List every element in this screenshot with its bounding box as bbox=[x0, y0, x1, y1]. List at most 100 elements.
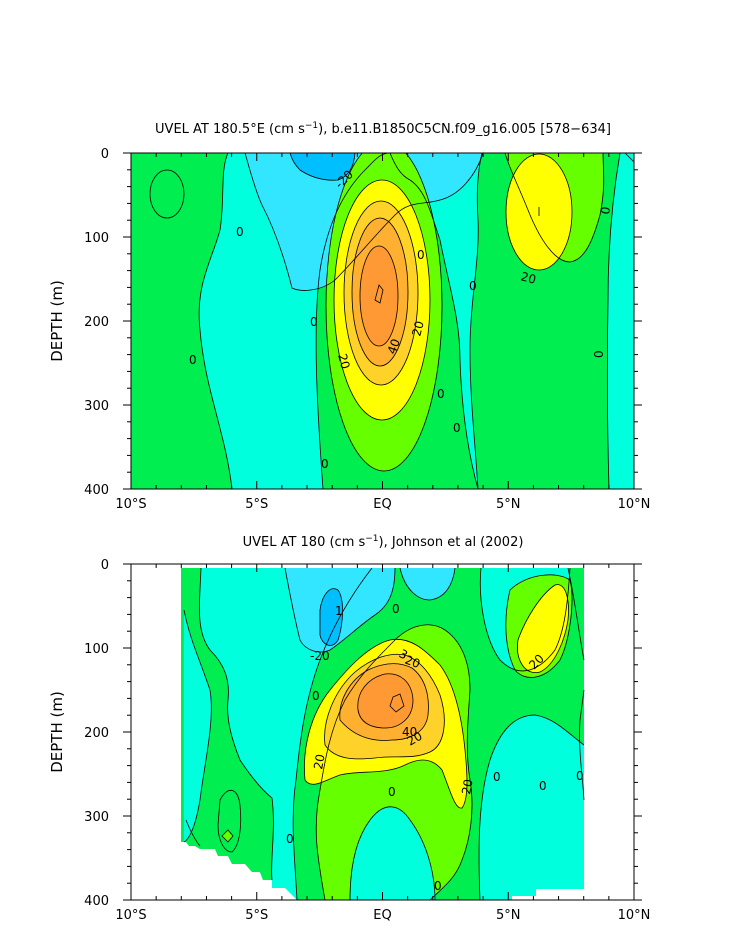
top-contour-west-neg10 bbox=[244, 153, 484, 291]
top-clabel-zero: 0 bbox=[321, 457, 329, 471]
bottom-contour-zero-central-east bbox=[479, 567, 571, 672]
top-panel: UVEL AT 180.5°E (cm s−1), b.e11.B1850C5C… bbox=[48, 121, 650, 512]
top-contour-zero-north-east bbox=[606, 153, 621, 489]
top-contour-euc-30 bbox=[343, 200, 419, 386]
bottom-fill-westward-core bbox=[320, 588, 343, 646]
bottom-contour-zero-west bbox=[199, 567, 274, 881]
bottom-contour-west-blob bbox=[217, 790, 242, 853]
top-clabel-zero-east: 0 bbox=[598, 206, 613, 216]
y-tick-label: 200 bbox=[84, 726, 109, 741]
top-contour-euc-core bbox=[374, 284, 384, 304]
bottom-fill-jet-core bbox=[517, 584, 569, 673]
y-tick-label: 400 bbox=[84, 894, 109, 909]
top-contour-zero-north-west bbox=[469, 153, 483, 489]
x-tick-label: 5°N bbox=[496, 908, 521, 923]
bottom-contour-east-cold bbox=[478, 714, 585, 900]
bottom-fill-east-cold bbox=[479, 715, 584, 900]
bottom-contour-euc-20 bbox=[304, 638, 468, 809]
bottom-contour-south-cold bbox=[349, 806, 436, 900]
top-clabel-zero-east-low: 0 bbox=[592, 350, 606, 358]
bottom-panel: UVEL AT 180 (cm s−1), Johnson et al (200… bbox=[48, 534, 650, 923]
bottom-clabel-zero: 0 bbox=[312, 689, 320, 703]
top-contour-field: -20 0 0 0 0 0 0 0 0 20 20 20 40 0 0 bbox=[131, 153, 634, 489]
y-tick-label: 100 bbox=[84, 231, 109, 246]
bottom-clabel-20: 20 bbox=[405, 729, 425, 749]
top-clabel-20: 20 bbox=[409, 319, 426, 337]
x-tick-label: 10°S bbox=[115, 908, 146, 923]
bottom-contours bbox=[183, 567, 585, 900]
top-contour-euc-10 bbox=[325, 153, 443, 472]
top-contour-zero-central-west bbox=[315, 153, 391, 489]
bottom-clabel-one: 1 bbox=[335, 604, 343, 618]
bottom-clabel-neg20: -20 bbox=[310, 649, 330, 663]
x-tick-label: 5°S bbox=[245, 497, 268, 512]
bottom-clabel-20: 20 bbox=[459, 778, 475, 795]
bottom-contour-field: -20 0 0 0 0 0 0 0 20 20 20 20 40 20 0 3 … bbox=[181, 567, 585, 900]
x-tick-label: 5°S bbox=[245, 908, 268, 923]
top-contour-northern-10 bbox=[504, 153, 605, 263]
y-tick-label: 300 bbox=[84, 810, 109, 825]
top-contour-east-corner bbox=[624, 153, 634, 163]
y-tick-label: 0 bbox=[101, 147, 109, 162]
bottom-contour-euc-core bbox=[389, 693, 405, 713]
bottom-clabel-40: 40 bbox=[402, 725, 417, 739]
bottom-contour-west-blob-core bbox=[221, 829, 234, 843]
bottom-clabel-zero: 0 bbox=[576, 769, 584, 783]
x-tick-label: EQ bbox=[373, 497, 391, 512]
bottom-fill-euc-50 bbox=[357, 673, 413, 728]
bottom-clabel-zero: 0 bbox=[493, 770, 501, 784]
bottom-contour-euc-40 bbox=[339, 663, 429, 741]
top-clabel-40: 40 bbox=[385, 337, 403, 356]
top-contour-zero-central-east bbox=[389, 153, 479, 489]
bottom-contour-zero-central bbox=[292, 567, 373, 900]
bottom-contour-westward-outer bbox=[284, 567, 396, 653]
top-contour-euc-50 bbox=[359, 245, 399, 347]
top-title: UVEL AT 180.5°E (cm s−1), b.e11.B1850C5C… bbox=[155, 121, 611, 137]
top-clabel-zero: 0 bbox=[236, 225, 244, 239]
bottom-contour-deep-west bbox=[185, 819, 201, 847]
top-contour-euc-40 bbox=[351, 217, 409, 367]
top-fill-southwest-blob bbox=[150, 170, 184, 218]
bottom-clabel-zero: 0 bbox=[539, 779, 547, 793]
x-tick-label: EQ bbox=[373, 908, 391, 923]
y-tick-label: 100 bbox=[84, 642, 109, 657]
top-fill-southern-band bbox=[131, 153, 232, 489]
bottom-contour-east-edge bbox=[579, 689, 585, 801]
top-contour-jet-20 bbox=[505, 153, 573, 271]
top-ylabel: DEPTH (m) bbox=[48, 280, 66, 362]
y-tick-label: 0 bbox=[101, 558, 109, 573]
bottom-contour-euc-50 bbox=[357, 673, 414, 729]
y-tick-label: 300 bbox=[84, 399, 109, 414]
bottom-title: UVEL AT 180 (cm s−1), Johnson et al (200… bbox=[243, 534, 524, 550]
bottom-fill-surface-east-cold bbox=[400, 568, 455, 600]
bottom-contour-jet-core bbox=[517, 584, 569, 673]
bottom-contour-labels: -20 0 0 0 0 0 0 0 20 20 20 20 40 20 0 3 … bbox=[286, 602, 584, 893]
bottom-clabel-zero: 0 bbox=[286, 832, 294, 846]
top-contour-west-neg20 bbox=[289, 153, 356, 181]
bottom-contour-surface-east bbox=[399, 567, 456, 601]
bottom-contour-10-central bbox=[315, 624, 473, 900]
y-tick-label: 400 bbox=[84, 483, 109, 498]
top-clabel-zero: 0 bbox=[417, 248, 425, 262]
x-tick-label: 10°N bbox=[618, 908, 651, 923]
bottom-clabel-zero-upper: 0 bbox=[392, 602, 400, 616]
top-clabel-zero: 0 bbox=[469, 279, 477, 293]
x-tick-label: 5°N bbox=[496, 497, 521, 512]
bottom-contour-euc-30 bbox=[324, 653, 445, 760]
y-tick-label: 200 bbox=[84, 315, 109, 330]
bottom-fill-west-band bbox=[181, 568, 274, 880]
top-contour-zero-south bbox=[198, 153, 233, 489]
top-clabel-zero: 0 bbox=[453, 421, 461, 435]
top-clabel-20: 20 bbox=[519, 269, 537, 286]
bottom-fill-west-patch bbox=[184, 610, 212, 842]
top-clabel-zero: 0 bbox=[437, 387, 445, 401]
x-tick-label: 10°S bbox=[115, 497, 146, 512]
top-contour-sw-blob bbox=[149, 169, 185, 219]
bottom-contour-west-patch bbox=[183, 609, 212, 843]
bottom-contour-westward-core bbox=[319, 588, 343, 646]
bottom-contour-jet-outer bbox=[505, 574, 573, 678]
top-clabel-zero: 0 bbox=[310, 315, 318, 329]
